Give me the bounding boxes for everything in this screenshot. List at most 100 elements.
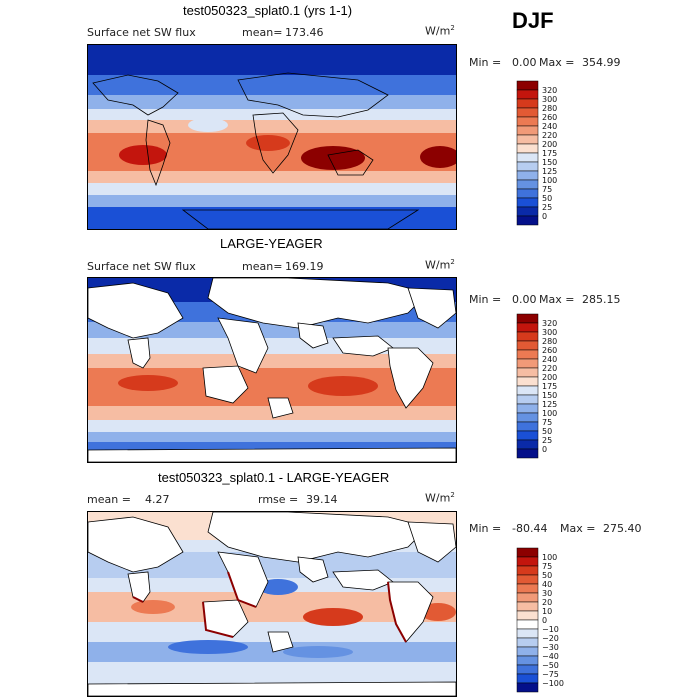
panel2-max-value: 285.15 (582, 293, 621, 306)
panel3-title: test050323_splat0.1 - LARGE-YEAGER (158, 470, 390, 485)
colorbar-tick-label: 100 (542, 553, 557, 562)
colorbar-swatch (516, 565, 539, 576)
panel3-min-value: -80.44 (512, 522, 548, 535)
colorbar-swatch (516, 619, 539, 630)
colorbar-tick-label: 10 (542, 607, 552, 616)
colorbar-tick-label: 75 (542, 418, 552, 427)
colorbar-tick-label: 125 (542, 167, 557, 176)
colorbar-swatch (516, 98, 539, 109)
colorbar-swatch (516, 556, 539, 567)
panel2-title: LARGE-YEAGER (220, 236, 323, 251)
colorbar-tick-label: 100 (542, 409, 557, 418)
colorbar-swatch (516, 170, 539, 181)
colorbar-tick-label: −100 (542, 679, 564, 688)
panel1-max-value: 354.99 (582, 56, 621, 69)
panel3-min-label: Min = (469, 522, 502, 535)
colorbar-swatch (516, 439, 539, 450)
colorbar-swatch (516, 385, 539, 396)
colorbar-tick-label: 30 (542, 589, 552, 598)
panel3-colorbar: 100 75 50 40 30 20 10 0 −10 −20 −30 −40 −50 −75 −100 (516, 547, 577, 696)
colorbar-swatch (516, 664, 539, 675)
colorbar-swatch (516, 655, 539, 666)
colorbar-swatch (516, 116, 539, 127)
colorbar-tick-label: 20 (542, 598, 552, 607)
colorbar-swatch (516, 197, 539, 208)
colorbar-swatch (516, 179, 539, 190)
panel1-map (87, 44, 457, 230)
colorbar-swatch (516, 358, 539, 369)
panel3-max-label: Max = (560, 522, 596, 535)
colorbar-swatch (516, 188, 539, 199)
colorbar-swatch (516, 403, 539, 414)
colorbar-tick-label: 125 (542, 400, 557, 409)
panel1-title: test050323_splat0.1 (yrs 1-1) (183, 3, 353, 18)
colorbar-swatch (516, 322, 539, 333)
colorbar-tick-label: 280 (542, 337, 557, 346)
panel2-field-label: Surface net SW flux (87, 260, 196, 273)
colorbar-swatch (516, 349, 539, 360)
colorbar-swatch (516, 376, 539, 387)
panel3-rmse-label: rmse = (258, 493, 299, 506)
panel2-max-label: Max = (539, 293, 575, 306)
panel2-units: W/m2 (425, 258, 455, 272)
colorbar-tick-label: 150 (542, 158, 557, 167)
colorbar-tick-label: 175 (542, 382, 557, 391)
colorbar-tick-label: 260 (542, 346, 557, 355)
colorbar-swatch (516, 89, 539, 100)
colorbar-swatch (516, 134, 539, 145)
colorbar-tick-label: 220 (542, 131, 557, 140)
colorbar-tick-label: 100 (542, 176, 557, 185)
colorbar-tick-label: 280 (542, 104, 557, 113)
colorbar-swatch (516, 394, 539, 405)
colorbar-tick-label: 50 (542, 571, 552, 580)
colorbar-swatch (516, 547, 539, 558)
panel1-mean-value: 173.46 (285, 26, 324, 39)
colorbar-swatch (516, 80, 539, 91)
panel1-mean-label: mean= (242, 26, 283, 39)
colorbar-tick-label: 25 (542, 203, 552, 212)
colorbar-tick-label: 40 (542, 580, 552, 589)
colorbar-tick-label: −20 (542, 634, 559, 643)
colorbar-tick-label: 240 (542, 355, 557, 364)
panel2-mean-label: mean= (242, 260, 283, 273)
colorbar-tick-label: −40 (542, 652, 559, 661)
colorbar-tick-label: 200 (542, 373, 557, 382)
colorbar-swatch (516, 637, 539, 648)
colorbar-tick-label: 75 (542, 185, 552, 194)
colorbar-tick-label: 300 (542, 95, 557, 104)
panel1-max-label: Max = (539, 56, 575, 69)
colorbar-swatch (516, 412, 539, 423)
colorbar-tick-label: 25 (542, 436, 552, 445)
colorbar-swatch (516, 601, 539, 612)
panel2-mean-value: 169.19 (285, 260, 324, 273)
colorbar-tick-label: 0 (542, 212, 547, 221)
colorbar-tick-label: 260 (542, 113, 557, 122)
colorbar-tick-label: −50 (542, 661, 559, 670)
colorbar-swatch (516, 682, 539, 693)
colorbar-swatch (516, 152, 539, 163)
panel1-colorbar: 320 300 280 260 240 220 200 175 150 125 100 75 50 25 0 (516, 80, 577, 229)
panel3-mean-value: 4.27 (145, 493, 170, 506)
panel3-units: W/m2 (425, 491, 455, 505)
colorbar-swatch (516, 125, 539, 136)
colorbar-swatch (516, 646, 539, 657)
panel1-min-value: 0.00 (512, 56, 537, 69)
panel1-units: W/m2 (425, 24, 455, 38)
colorbar-tick-label: 200 (542, 140, 557, 149)
colorbar-tick-label: 75 (542, 562, 552, 571)
colorbar-tick-label: 320 (542, 319, 557, 328)
colorbar-swatch (516, 673, 539, 684)
colorbar-swatch (516, 574, 539, 585)
colorbar-swatch (516, 430, 539, 441)
colorbar-swatch (516, 448, 539, 459)
panel1-field-label: Surface net SW flux (87, 26, 196, 39)
colorbar-tick-label: 220 (542, 364, 557, 373)
panel3-map (87, 511, 457, 697)
colorbar-tick-label: −30 (542, 643, 559, 652)
colorbar-swatch (516, 313, 539, 324)
colorbar-swatch (516, 340, 539, 351)
colorbar-swatch (516, 610, 539, 621)
colorbar-swatch (516, 421, 539, 432)
colorbar-tick-label: 50 (542, 194, 552, 203)
colorbar-tick-label: 300 (542, 328, 557, 337)
